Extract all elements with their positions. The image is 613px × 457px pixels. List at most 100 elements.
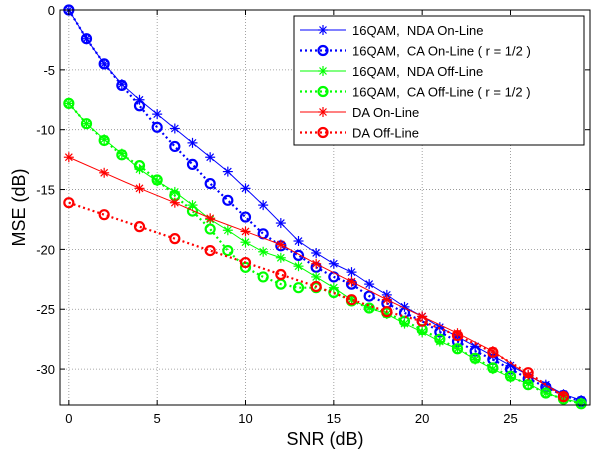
data-point [293, 236, 304, 247]
data-point [275, 218, 286, 229]
marker-stroke [259, 201, 268, 210]
data-point [98, 134, 110, 147]
legend-label: DA On-Line [352, 105, 419, 120]
data-point [98, 209, 110, 221]
data-point [311, 247, 322, 258]
data-point [151, 121, 163, 133]
data-point [487, 346, 499, 358]
legend-entry: 16QAM, CA Off-Line ( r = 1/2 ) [300, 85, 531, 100]
data-point [169, 140, 181, 153]
data-point [487, 362, 499, 374]
legend-marker [318, 25, 328, 35]
legend-marker [317, 126, 329, 139]
y-axis-label: MSE (dB) [9, 168, 29, 246]
data-point [363, 302, 375, 314]
legend-label: 16QAM, NDA Off-Line [352, 64, 483, 79]
ticks: 0 5 10 15 20 25 0 -5 -10 -15 -20 -25 -30 [36, 3, 590, 426]
marker-stroke [365, 304, 374, 312]
data-point [292, 282, 305, 294]
marker-stroke [329, 259, 338, 268]
marker-stroke [153, 110, 162, 119]
marker-stroke [276, 219, 285, 227]
marker-stroke [294, 262, 303, 271]
data-point [205, 152, 216, 163]
marker-stroke [241, 227, 250, 236]
data-point [99, 167, 110, 178]
data-point [186, 158, 199, 171]
data-point [240, 226, 251, 237]
marker-stroke [188, 138, 197, 147]
legend-marker [317, 44, 329, 57]
legend-entry: DA On-Line [300, 105, 419, 120]
marker-stroke [294, 237, 303, 245]
data-point [240, 183, 251, 194]
data-point [80, 118, 93, 130]
marker-stroke [319, 108, 327, 116]
marker-stroke [312, 272, 321, 281]
legend-entry: 16QAM, NDA Off-Line [300, 64, 483, 79]
data-point [222, 194, 234, 206]
data-point [98, 58, 110, 70]
legend-marker [318, 66, 328, 76]
data-point [293, 261, 304, 272]
data-point [522, 379, 534, 391]
legend-marker [317, 85, 329, 98]
legend-entry: 16QAM, CA On-Line ( r = 1/2 ) [300, 44, 531, 59]
data-point [311, 258, 322, 269]
marker-stroke [170, 198, 179, 207]
data-point [328, 258, 339, 269]
marker-stroke [312, 259, 321, 268]
marker-stroke [100, 59, 109, 68]
data-point [258, 200, 269, 211]
y-tick-label: 0 [48, 3, 55, 18]
legend: 16QAM, NDA On-Line 16QAM, CA On-Line ( r … [293, 15, 585, 146]
data-point [310, 280, 322, 293]
series-layer [63, 4, 587, 410]
data-point [364, 279, 375, 290]
y-tick-label: -25 [36, 302, 55, 317]
data-point [222, 244, 234, 257]
legend-label: DA Off-Line [352, 126, 419, 141]
marker-stroke [206, 214, 215, 223]
series-line [67, 9, 582, 403]
marker-stroke [319, 67, 327, 75]
marker-stroke [170, 124, 179, 133]
marker-stroke [82, 34, 91, 43]
legend-entry: 16QAM, NDA On-Line [300, 23, 484, 38]
y-tick-label: -5 [43, 63, 55, 78]
data-point [239, 256, 252, 269]
data-point [187, 137, 198, 148]
data-point [169, 197, 180, 208]
x-tick-label: 20 [415, 411, 429, 426]
marker-stroke [100, 168, 109, 177]
legend-box [293, 15, 585, 146]
data-point [416, 315, 428, 327]
x-tick-label: 15 [327, 411, 341, 426]
y-tick-label: -30 [36, 362, 55, 377]
x-tick-label: 25 [503, 411, 517, 426]
data-point [151, 174, 163, 186]
plot-frame [59, 9, 591, 406]
data-point [504, 370, 517, 382]
marker-stroke [135, 184, 144, 193]
data-point [469, 352, 481, 364]
data-point [381, 306, 393, 318]
data-point [292, 249, 305, 261]
marker-stroke [64, 153, 73, 162]
data-point [346, 276, 357, 287]
x-tick-label: 10 [238, 411, 252, 426]
data-point [169, 123, 180, 134]
data-point [311, 271, 322, 282]
data-point [204, 223, 216, 235]
data-point [133, 221, 146, 233]
data-point [275, 268, 287, 281]
x-tick-label: 5 [154, 411, 161, 426]
series-line [68, 201, 565, 398]
data-point [205, 213, 216, 224]
legend-marker [318, 107, 328, 117]
marker-stroke [223, 226, 232, 235]
data-point [557, 391, 570, 403]
data-point [381, 294, 392, 305]
legend-label: 16QAM, NDA On-Line [352, 23, 484, 38]
data-point [434, 333, 446, 345]
